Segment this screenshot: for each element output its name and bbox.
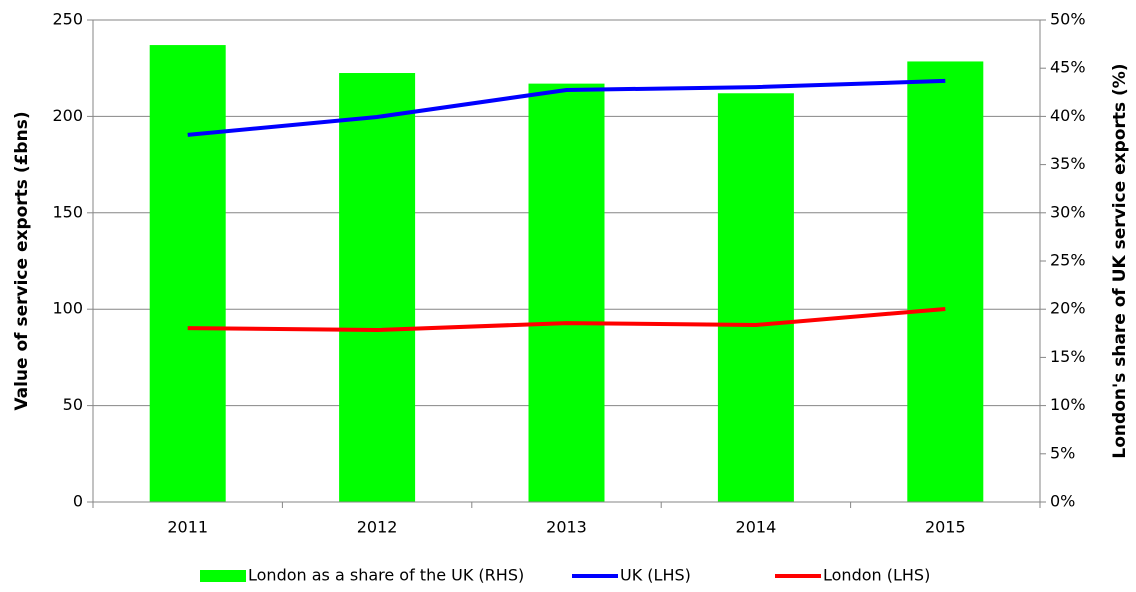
line xyxy=(187,78,946,137)
y-tick-label: 100 xyxy=(52,299,83,318)
y-tick-label: 50 xyxy=(63,395,83,414)
y-axis-title: Value of service exports (£bns) xyxy=(12,111,32,410)
x-tick-label: 2013 xyxy=(546,518,587,537)
y2-tick-label: 25% xyxy=(1050,251,1086,270)
y-tick-label: 150 xyxy=(52,202,83,221)
bar xyxy=(528,83,605,503)
x-tick-label: 2012 xyxy=(357,518,398,537)
y2-tick-label: 35% xyxy=(1050,154,1086,173)
y2-tick-label: 0% xyxy=(1050,492,1075,511)
y2-tick-label: 15% xyxy=(1050,347,1086,366)
x-tick-label: 2011 xyxy=(167,518,208,537)
legend-label: UK (LHS) xyxy=(620,566,691,585)
y2-tick-label: 10% xyxy=(1050,395,1086,414)
bar xyxy=(339,73,416,503)
bar xyxy=(907,61,984,503)
legend-label: London as a share of the UK (RHS) xyxy=(248,566,524,585)
legend-swatch xyxy=(200,570,246,582)
y-tick-label: 200 xyxy=(52,106,83,125)
y2-tick-label: 50% xyxy=(1050,10,1086,29)
y2-tick-label: 20% xyxy=(1050,299,1086,318)
y2-tick-label: 30% xyxy=(1050,202,1086,221)
y-tick-label: 0 xyxy=(73,492,83,511)
y-tick-label: 250 xyxy=(52,10,83,29)
y2-tick-label: 40% xyxy=(1050,106,1086,125)
y2-tick-label: 45% xyxy=(1050,58,1086,77)
x-tick-label: 2015 xyxy=(925,518,966,537)
bar xyxy=(717,93,794,502)
bar xyxy=(149,45,226,503)
x-tick-label: 2014 xyxy=(736,518,777,537)
y2-tick-label: 5% xyxy=(1050,443,1075,462)
y2-axis-title: London's share of UK service exports (%) xyxy=(1110,63,1130,458)
line xyxy=(187,307,946,333)
legend-label: London (LHS) xyxy=(823,566,930,585)
